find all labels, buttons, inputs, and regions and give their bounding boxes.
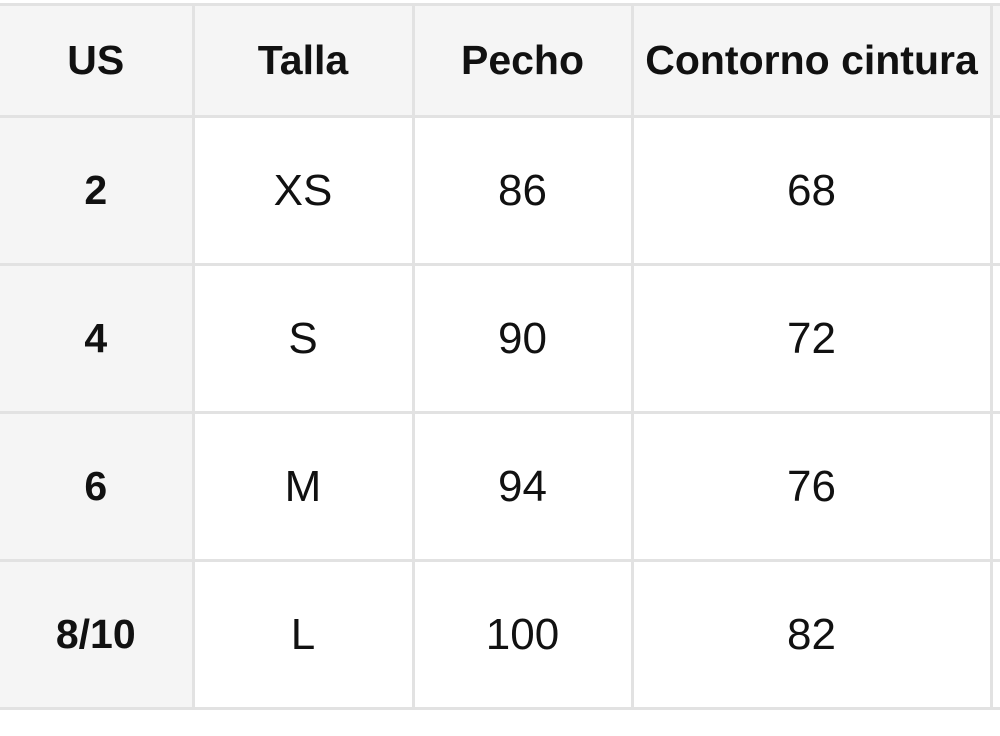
header-cell-contorno-cintura: Contorno cintura — [630, 3, 993, 118]
cell-contorno-cintura: 68 — [630, 115, 993, 266]
cell-talla: L — [191, 559, 415, 710]
cell-us-size: 2 — [0, 115, 195, 266]
cell-us-size: 6 — [0, 411, 195, 562]
cell-us-size: 8/10 — [0, 559, 195, 710]
table-row-l: 8/10 L 100 82 — [0, 559, 1000, 710]
header-cell-us: US — [0, 3, 195, 118]
table-row-s: 4 S 90 72 — [0, 263, 1000, 414]
table-header: US Talla Pecho Contorno cintura — [0, 3, 1000, 118]
header-row: US Talla Pecho Contorno cintura — [0, 3, 1000, 118]
cell-cropped-partial — [989, 411, 1000, 562]
cell-contorno-cintura: 82 — [630, 559, 993, 710]
header-cell-talla: Talla — [191, 3, 415, 118]
table-row-m: 6 M 94 76 — [0, 411, 1000, 562]
header-cell-pecho: Pecho — [411, 3, 634, 118]
cell-pecho: 86 — [411, 115, 634, 266]
cell-talla: M — [191, 411, 415, 562]
cell-pecho: 100 — [411, 559, 634, 710]
table-row-xs: 2 XS 86 68 — [0, 115, 1000, 266]
cell-cropped-partial — [989, 115, 1000, 266]
cell-contorno-cintura: 72 — [630, 263, 993, 414]
cell-contorno-cintura: 76 — [630, 411, 993, 562]
header-cell-cropped-partial — [989, 3, 1000, 118]
table-body: 2 XS 86 68 4 S 90 72 6 M 94 76 8/10 L 10… — [0, 115, 1000, 710]
cell-pecho: 94 — [411, 411, 634, 562]
cell-talla: XS — [191, 115, 415, 266]
size-chart-table: US Talla Pecho Contorno cintura 2 XS 86 … — [0, 3, 1000, 710]
cell-cropped-partial — [989, 559, 1000, 710]
cell-cropped-partial — [989, 263, 1000, 414]
cell-us-size: 4 — [0, 263, 195, 414]
cell-pecho: 90 — [411, 263, 634, 414]
cell-talla: S — [191, 263, 415, 414]
